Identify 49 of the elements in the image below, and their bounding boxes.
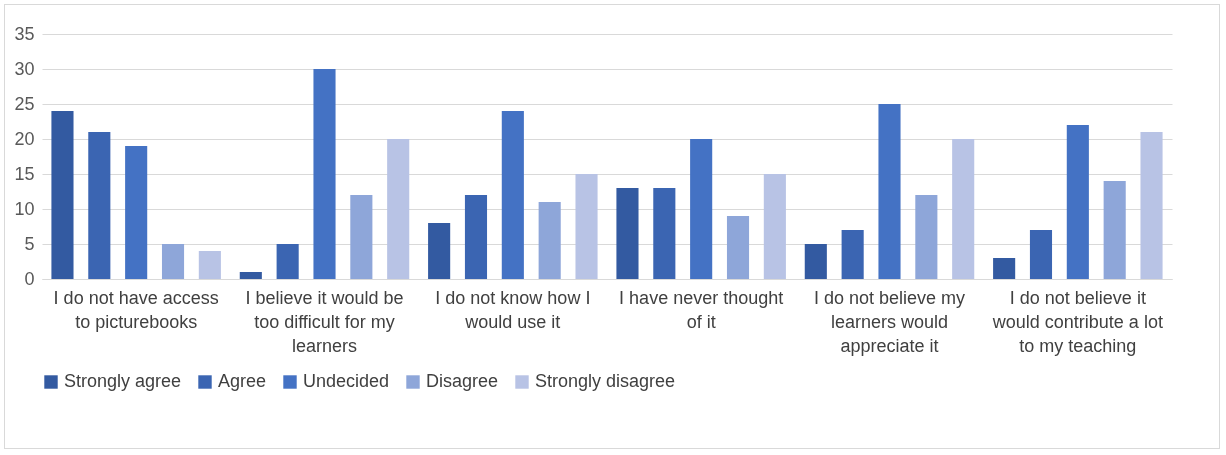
y-tick-label: 15 [14,163,35,184]
bar [125,146,148,279]
x-tick-label: I believe it would be too difficult for my learners [245,287,404,356]
bar [51,111,74,279]
legend-label: Agree [218,371,267,391]
legend-label: Undecided [303,371,390,391]
bar [1066,125,1089,279]
bar [387,139,410,279]
y-tick-label: 25 [14,93,35,114]
bar [1029,230,1053,279]
bar [1140,132,1163,279]
bar [198,251,221,279]
bar [726,216,750,279]
y-tick-label: 10 [14,198,35,219]
bar [993,258,1016,279]
bar [575,174,598,279]
bar [464,195,488,279]
legend-label: Strongly agree [64,371,182,391]
bar [239,272,262,279]
y-tick-label: 30 [14,58,35,79]
y-tick-label: 35 [14,23,35,44]
bar [763,174,786,279]
bar [313,69,336,279]
bar [88,132,111,279]
x-tick-label: I do not have access to picturebooks [53,287,219,332]
legend-label: Disagree [426,371,499,391]
x-tick-label: I do not believe my learners would appreciate it [813,287,966,356]
bar [276,244,299,279]
bar [915,195,938,279]
bar [538,202,561,279]
legend-label: Strongly disagree [535,371,676,391]
bar [501,111,524,279]
bar [1103,181,1126,279]
bar [616,188,639,279]
bar [690,139,713,279]
bar [161,244,185,279]
bar [952,139,975,279]
bar [428,223,451,279]
x-tick-label: I do not believe it would contribute a lot to my teaching [991,287,1163,356]
y-tick-label: 0 [24,268,35,289]
bar [653,188,676,279]
x-tick-label: I have never thought of it [619,287,784,332]
y-tick-label: 5 [24,233,35,254]
y-tick-label: 20 [14,128,35,149]
x-tick-label: I do not know how I would use it [435,287,591,332]
bar [878,104,901,279]
bar [804,244,827,279]
bar [841,230,864,279]
bar [350,195,373,279]
